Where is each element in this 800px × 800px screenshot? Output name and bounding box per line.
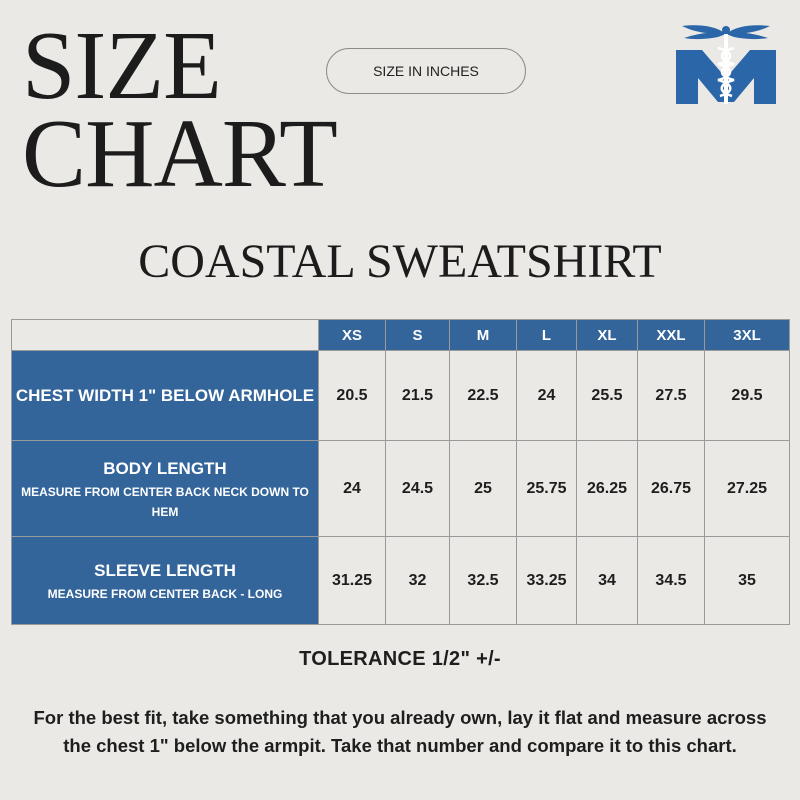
title-line-2: CHART — [22, 100, 338, 208]
row-label-main: CHEST WIDTH 1" BELOW ARMHOLE — [15, 385, 315, 405]
table-cell: 29.5 — [704, 350, 790, 441]
product-name: COASTAL SWEATSHIRT — [138, 235, 662, 288]
fit-instructions: For the best fit, take something that yo… — [33, 707, 767, 756]
size-header: XXL — [637, 319, 705, 351]
table-cell: 34 — [576, 536, 638, 625]
table-cell: 27.25 — [704, 440, 790, 537]
table-cell: 26.75 — [637, 440, 705, 537]
table-cell: 25 — [449, 440, 517, 537]
table-cell: 25.75 — [516, 440, 577, 537]
row-label-main: SLEEVE LENGTH — [94, 560, 236, 580]
caduceus-m-logo-icon — [676, 25, 776, 104]
size-header: S — [385, 319, 450, 351]
page-title: SIZE CHART — [22, 12, 338, 208]
table-row: CHEST WIDTH 1" BELOW ARMHOLE 20.5 21.5 2… — [11, 350, 790, 441]
table-cell: 33.25 — [516, 536, 577, 625]
table-cell: 27.5 — [637, 350, 705, 441]
table-header-row: XS S M L XL XXL 3XL — [11, 319, 790, 351]
table-cell: 31.25 — [318, 536, 386, 625]
row-label-body-length: BODY LENGTH MEASURE FROM CENTER BACK NEC… — [11, 440, 319, 537]
row-label-main: BODY LENGTH — [103, 458, 227, 478]
table-cell: 35 — [704, 536, 790, 625]
row-label-sleeve-length: SLEEVE LENGTH MEASURE FROM CENTER BACK -… — [11, 536, 319, 625]
table-cell: 24.5 — [385, 440, 450, 537]
units-badge: SIZE IN INCHES — [326, 48, 526, 94]
table-cell: 24 — [516, 350, 577, 441]
table-cell: 24 — [318, 440, 386, 537]
table-cell: 22.5 — [449, 350, 517, 441]
tolerance-note: TOLERANCE 1/2" +/- — [299, 648, 501, 670]
size-header: XL — [576, 319, 638, 351]
table-row: SLEEVE LENGTH MEASURE FROM CENTER BACK -… — [11, 536, 790, 625]
size-header: L — [516, 319, 577, 351]
table-cell: 32 — [385, 536, 450, 625]
table-cell: 21.5 — [385, 350, 450, 441]
table-cell: 34.5 — [637, 536, 705, 625]
row-label-sub: MEASURE FROM CENTER BACK - LONG — [47, 586, 283, 601]
table-cell: 32.5 — [449, 536, 517, 625]
size-chart-table: XS S M L XL XXL 3XL CHEST WIDTH 1" BELOW… — [11, 319, 790, 625]
table-row: BODY LENGTH MEASURE FROM CENTER BACK NEC… — [11, 440, 790, 537]
size-header: M — [449, 319, 517, 351]
row-label-sub: MEASURE FROM CENTER BACK NECK DOWN TO HE… — [21, 484, 309, 519]
size-header: 3XL — [704, 319, 790, 351]
table-cell: 25.5 — [576, 350, 638, 441]
title-line-1: SIZE — [22, 12, 222, 120]
table-cell: 26.25 — [576, 440, 638, 537]
size-header: XS — [318, 319, 386, 351]
table-corner-cell — [11, 319, 319, 351]
table-cell: 20.5 — [318, 350, 386, 441]
row-label-chest-width: CHEST WIDTH 1" BELOW ARMHOLE — [11, 350, 319, 441]
